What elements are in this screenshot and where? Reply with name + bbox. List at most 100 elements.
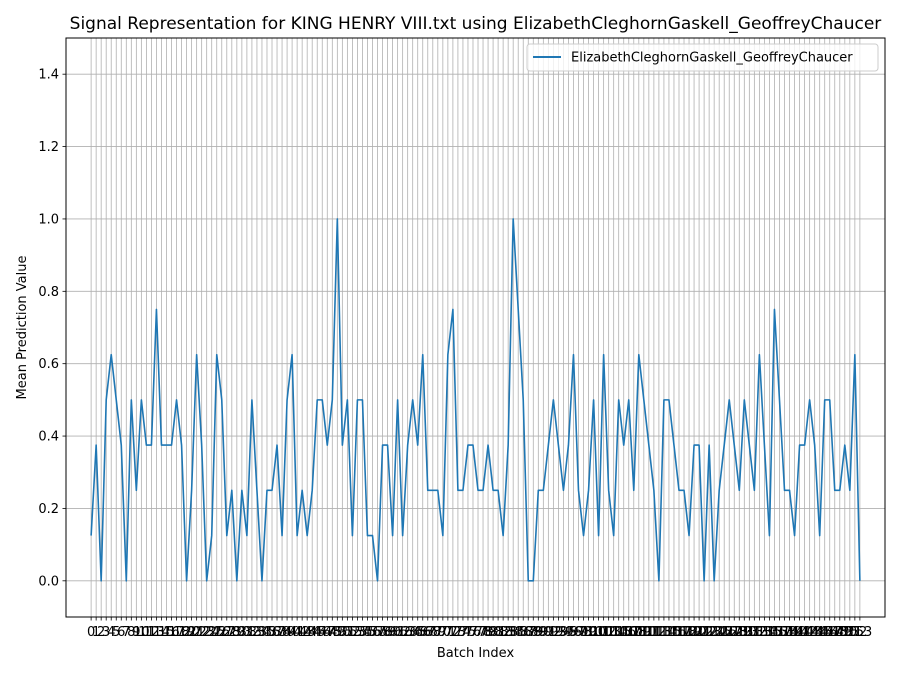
x-tick-label: 42 [294,625,311,640]
x-tick-label: 127 [717,625,742,640]
x-tick-label: 47 [319,625,336,640]
x-tick-label: 29 [229,625,246,640]
x-tick-label: 85 [510,625,527,640]
x-tick-label: 16 [163,625,180,640]
x-tick-label: 21 [188,625,205,640]
x-tick-label: 70 [435,625,452,640]
y-tick-label: 0.8 [38,285,59,300]
x-tick-label: 96 [565,625,582,640]
x-tick-label: 148 [822,625,847,640]
x-tick-label: 48 [324,625,341,640]
x-tick-label: 1 [92,625,100,640]
x-tick-label: 145 [807,625,832,640]
y-tick-label: 1.2 [38,140,59,155]
x-tick-label: 61 [389,625,406,640]
x-tick-label: 134 [752,625,777,640]
x-axis-label: Batch Index [437,646,515,661]
x-tick-label: 9 [132,625,140,640]
x-tick-label: 64 [404,625,421,640]
x-tick-label: 58 [374,625,391,640]
x-tick-label: 103 [596,625,621,640]
x-tick-label: 81 [490,625,507,640]
x-tick-label: 110 [631,625,656,640]
x-tick-label: 100 [581,625,606,640]
series-layer [90,218,861,582]
x-tick-label: 46 [314,625,331,640]
plot-frame [65,37,886,618]
x-tick-label: 23 [198,625,215,640]
y-tick-label: 1.4 [38,68,59,83]
x-tick-label: 62 [394,625,411,640]
x-tick-label: 51 [339,625,356,640]
x-tick-label: 136 [762,625,787,640]
x-gridlines [90,38,861,617]
x-tick-label: 149 [827,625,852,640]
legend-box [526,43,879,72]
x-tick-label: 37 [269,625,286,640]
x-tick-label: 113 [646,625,671,640]
x-tick-label: 82 [495,625,512,640]
x-tick-label: 107 [616,625,641,640]
x-tick-label: 71 [440,625,457,640]
x-tick-label: 50 [334,625,351,640]
x-tick-label: 40 [284,625,301,640]
x-tick-label: 126 [712,625,737,640]
x-tick-label: 111 [636,625,661,640]
x-tick-label: 101 [586,625,611,640]
x-tick-label: 18 [173,625,190,640]
x-tick-label: 153 [847,625,872,640]
x-tick-label: 59 [379,625,396,640]
x-tick-label: 78 [475,625,492,640]
x-tick-label: 139 [777,625,802,640]
x-tick-label: 20 [183,625,200,640]
legend: ElizabethCleghornGaskell_GeoffreyChaucer [526,43,879,72]
x-tick-label: 106 [611,625,636,640]
x-tick-label: 25 [208,625,225,640]
x-tick-label: 73 [450,625,467,640]
x-tick-label: 122 [692,625,717,640]
series-line [90,218,861,582]
x-tick-label: 30 [234,625,251,640]
x-tick-label: 74 [455,625,472,640]
x-tick-label: 35 [259,625,276,640]
x-tick-label: 17 [168,625,185,640]
x-axis-ticks: 0123456789101112131415161718192021222324… [87,617,872,640]
x-tick-label: 13 [148,625,165,640]
x-tick-label: 80 [485,625,502,640]
x-tick-label: 131 [737,625,762,640]
x-tick-label: 133 [747,625,772,640]
y-tick-label: 0.6 [38,357,59,372]
x-tick-label: 151 [837,625,862,640]
x-tick-label: 45 [309,625,326,640]
x-tick-label: 116 [662,625,687,640]
x-tick-label: 67 [419,625,436,640]
x-tick-label: 24 [203,625,220,640]
y-tick-label: 0.4 [38,430,59,445]
x-tick-label: 135 [757,625,782,640]
x-tick-label: 22 [193,625,210,640]
x-tick-label: 119 [677,625,702,640]
x-tick-label: 33 [249,625,266,640]
x-tick-label: 99 [580,625,597,640]
x-tick-label: 102 [591,625,616,640]
x-tick-label: 86 [515,625,532,640]
x-tick-label: 31 [239,625,256,640]
x-tick-label: 5 [112,625,120,640]
x-tick-label: 132 [742,625,767,640]
x-tick-label: 3 [102,625,110,640]
x-tick-label: 76 [465,625,482,640]
x-tick-label: 137 [767,625,792,640]
x-tick-label: 72 [445,625,462,640]
x-tick-label: 128 [722,625,747,640]
x-tick-label: 39 [279,625,296,640]
x-tick-label: 118 [672,625,697,640]
x-tick-label: 108 [621,625,646,640]
x-tick-label: 97 [570,625,587,640]
x-tick-label: 43 [299,625,316,640]
x-tick-label: 125 [707,625,732,640]
x-tick-label: 142 [792,625,817,640]
x-tick-label: 4 [107,625,115,640]
x-tick-label: 138 [772,625,797,640]
y-tick-label: 1.0 [38,212,59,227]
